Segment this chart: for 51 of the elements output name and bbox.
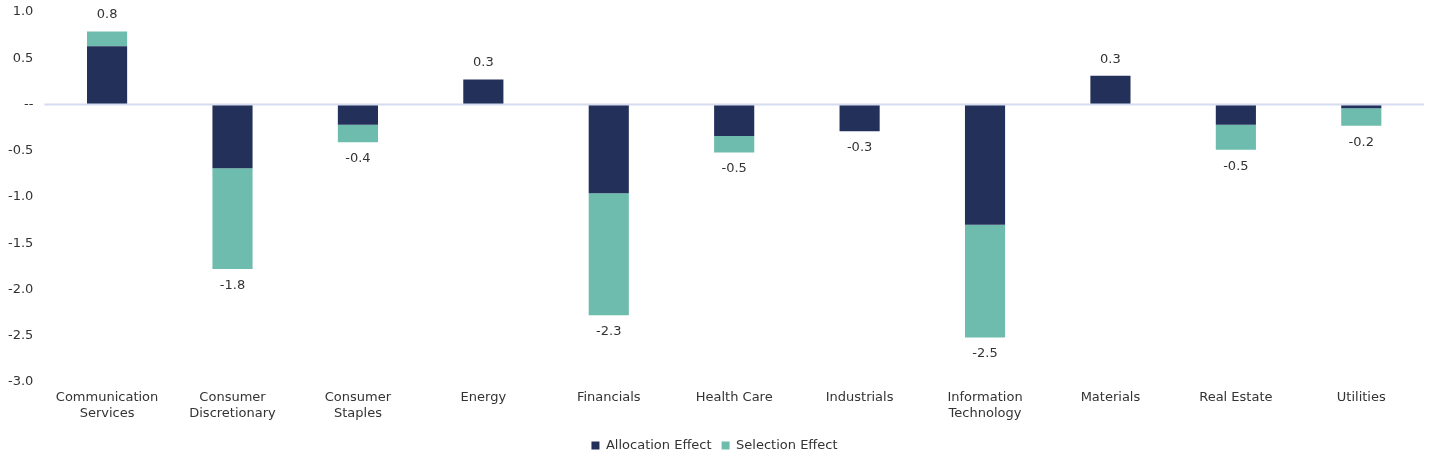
- x-tick-label: Materials: [1080, 388, 1141, 404]
- total-label: -0.2: [1348, 133, 1374, 149]
- bar: [714, 135, 755, 153]
- x-tick-label: Communication Services: [55, 388, 159, 420]
- bar: [463, 79, 504, 105]
- bar: [1215, 124, 1256, 150]
- bar: [212, 104, 253, 169]
- legend-label: Allocation Effect: [605, 436, 712, 452]
- x-tick-label: Real Estate: [1199, 388, 1273, 404]
- x-tick-label: Financials: [576, 388, 641, 404]
- y-tick-label: --: [23, 95, 34, 111]
- bar: [212, 168, 253, 270]
- y-tick-label: -3.0: [7, 373, 34, 389]
- y-tick-label: -2.5: [7, 326, 34, 342]
- bar: [337, 124, 378, 143]
- total-label: 0.3: [1100, 50, 1121, 66]
- bar: [839, 104, 880, 132]
- bar: [964, 224, 1006, 338]
- x-tick-label: Health Care: [695, 388, 773, 404]
- total-label: -0.3: [846, 139, 873, 155]
- bar: [87, 46, 128, 105]
- bar: [1090, 75, 1131, 105]
- bar: [87, 31, 128, 47]
- total-label: 0.3: [473, 54, 494, 70]
- bar: [964, 104, 1006, 225]
- y-tick-label: -2.0: [7, 280, 34, 296]
- x-tick-label: Energy: [460, 388, 507, 404]
- bar: [1215, 104, 1256, 125]
- y-tick-label: 0.5: [12, 49, 34, 65]
- total-label: -0.4: [345, 150, 371, 166]
- x-tick-label: Information Technology: [947, 388, 1023, 420]
- total-label: -0.5: [721, 160, 747, 176]
- total-label: -2.3: [596, 323, 622, 339]
- total-label: -2.5: [972, 345, 998, 361]
- bar: [714, 104, 755, 136]
- total-label: -1.8: [219, 276, 246, 292]
- y-tick-label: -1.0: [7, 188, 34, 204]
- x-tick-label: Consumer Staples: [324, 388, 392, 420]
- bar: [588, 104, 629, 194]
- y-tick-label: -1.5: [7, 234, 34, 250]
- x-tick-label: Industrials: [825, 388, 894, 404]
- legend-label: Selection Effect: [736, 436, 838, 452]
- total-label: 0.8: [96, 6, 118, 22]
- bar: [1341, 108, 1382, 126]
- y-tick-label: 1.0: [12, 3, 34, 19]
- y-tick-label: -0.5: [7, 142, 34, 158]
- x-tick-label: Consumer Discretionary: [189, 388, 277, 420]
- x-tick-label: Utilities: [1336, 388, 1386, 404]
- bar: [588, 193, 629, 316]
- bar: [337, 104, 378, 125]
- total-label: -0.5: [1223, 157, 1249, 173]
